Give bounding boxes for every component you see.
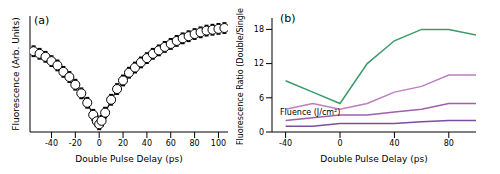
svg-text:0: 0 bbox=[97, 139, 102, 148]
svg-text:80: 80 bbox=[444, 139, 454, 148]
html-text:(a): (a) bbox=[34, 14, 50, 27]
svg-text:Double Pulse Delay (ps): Double Pulse Delay (ps) bbox=[75, 154, 182, 164]
svg-text:-40: -40 bbox=[45, 139, 58, 148]
svg-text:6: 6 bbox=[259, 94, 264, 103]
svg-text:12: 12 bbox=[254, 59, 264, 68]
svg-text:-20: -20 bbox=[69, 139, 82, 148]
svg-text:-40: -40 bbox=[279, 139, 292, 148]
svg-text:40: 40 bbox=[389, 139, 399, 148]
svg-text:18: 18 bbox=[254, 25, 264, 34]
svg-text:Fluorescence Ratio (Double/Sin: Fluorescence Ratio (Double/Single) bbox=[236, 8, 245, 145]
svg-text:80: 80 bbox=[190, 139, 200, 148]
svg-text:0: 0 bbox=[337, 139, 342, 148]
svg-text:20: 20 bbox=[118, 139, 128, 148]
svg-text:0: 0 bbox=[259, 128, 264, 137]
html-text:(b): (b) bbox=[280, 12, 296, 25]
svg-text:Fluorescence (Arb. Units): Fluorescence (Arb. Units) bbox=[11, 17, 21, 130]
svg-text:100: 100 bbox=[211, 139, 226, 148]
svg-text:Double Pulse Delay (ps): Double Pulse Delay (ps) bbox=[320, 154, 427, 164]
html-text:Fluence (J/cm²): Fluence (J/cm²) bbox=[280, 108, 341, 117]
svg-text:60: 60 bbox=[166, 139, 176, 148]
svg-text:40: 40 bbox=[142, 139, 152, 148]
